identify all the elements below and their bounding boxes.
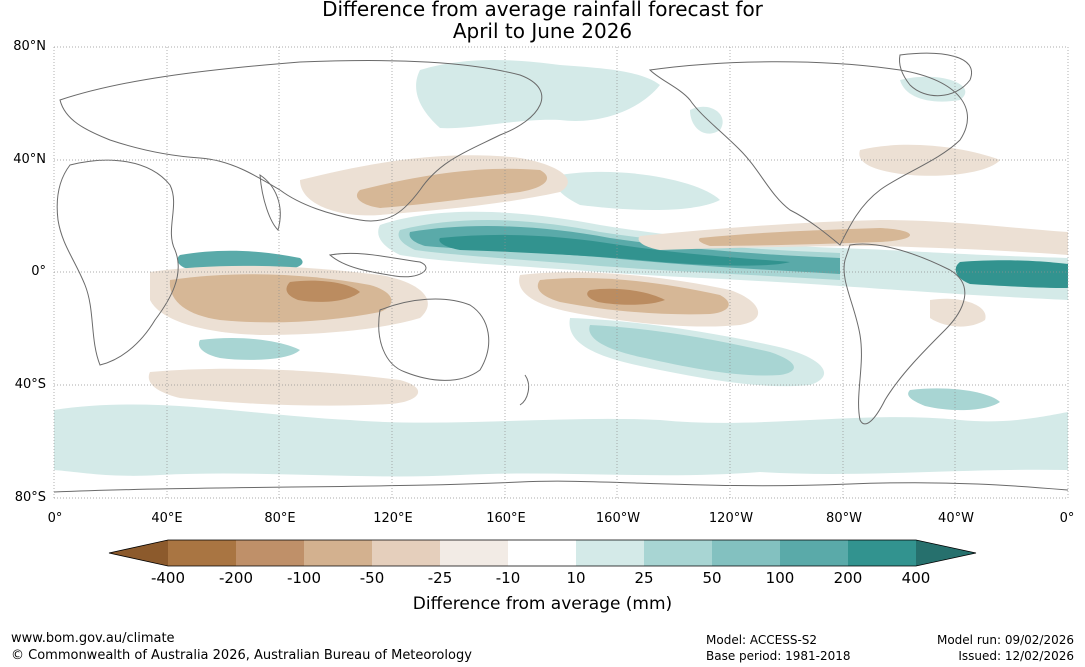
anomaly-teal-light-southern-band [54,404,1068,477]
coastline-greenland [899,52,973,97]
anomaly-teal-darker-equatorial-atlantic [955,260,1068,288]
footer-model: Model: ACCESS-S2 [706,633,818,647]
anomaly-teal-darker-equatorial-pacific [439,234,790,266]
anomaly-brown-light-north-america [859,144,1000,176]
colorbar-tick-label: -25 [427,569,453,587]
colorbar-tick-label: -100 [286,569,322,587]
colorbar-tick-label: 10 [566,569,586,587]
colorbar-tick-label: -50 [359,569,385,587]
anomaly-teal-mid-south-indian-ocean [198,338,300,360]
lon-label-0-right: 0° [1059,511,1075,526]
colorbar-tick-label: -400 [150,569,186,587]
lat-label-40s: 40°S [14,377,46,392]
lat-label-40n: 40°N [13,152,46,167]
colorbar-segment [848,540,916,566]
footer-website-link[interactable]: www.bom.gov.au/climate [11,631,175,646]
colorbar-segment [304,540,372,566]
map-title-line-2: April to June 2026 [452,19,633,43]
anomaly-teal-mid-south-pacific-convergence [589,325,794,376]
colorbar-tick-label: -10 [495,569,521,587]
anomaly-teal-light-arctic [416,60,660,129]
colorbar-extend-low [109,540,168,566]
colorbar-units-label: Difference from average (mm) [412,594,673,614]
coastline-new-zealand [519,374,530,406]
lon-label-160w: 160°W [595,511,641,526]
colorbar-tick-label: -200 [218,569,254,587]
anomaly-teal-light-alaska [690,106,723,134]
colorbar-segment [644,540,712,566]
footer-base-period: Base period: 1981-2018 [706,649,851,663]
lon-label-0: 0° [47,511,63,526]
colorbar-tick-label: 25 [634,569,654,587]
colorbar-segment [236,540,304,566]
lon-label-80w: 80°W [826,511,862,526]
colorbar-tick-label: 50 [702,569,722,587]
colorbar-segment [440,540,508,566]
anomaly-brown-mid-tropical-north-atlantic [698,228,910,246]
lon-label-40w: 40°W [938,511,974,526]
anomaly-brown-light-south-america [930,298,986,327]
coastline-north-america [648,61,968,246]
anomaly-teal-light-north-atlantic [900,76,966,102]
coastline-india [259,174,281,231]
lat-label-80n: 80°N [13,39,46,54]
lat-label-equator: 0° [31,264,46,279]
graticule [53,46,1069,499]
footer-issued: Issued: 12/02/2026 [958,649,1074,663]
colorbar-tick-label: 100 [765,569,795,587]
coastline-eurasia [59,60,543,222]
lon-label-80e: 80°E [264,511,296,526]
coastline-australia [378,298,490,381]
coastline-south-america [843,243,966,425]
anomaly-teal-mid-south-atlantic [908,388,1000,411]
colorbar-segment [576,540,644,566]
lon-label-40e: 40°E [151,511,183,526]
anomaly-brown-dark-indian-ocean [286,280,360,302]
map-title-line-1: Difference from average rainfall forecas… [322,0,763,21]
colorbar-tick-label: 200 [833,569,863,587]
coastlines [53,52,1069,493]
colorbar-segment [780,540,848,566]
lon-label-160e: 160°E [486,511,526,526]
anomaly-brown-dark-south-pacific [587,288,665,305]
footer-model-run: Model run: 09/02/2026 [936,633,1074,647]
anomaly-brown-light-southern-mid-latitudes [148,368,419,406]
lat-label-80s: 80°S [14,490,46,505]
coastline-africa [56,159,179,366]
footer-copyright: © Commonwealth of Australia 2026, Austra… [11,648,472,663]
lon-label-120e: 120°E [373,511,413,526]
colorbar-segment [712,540,780,566]
lon-label-120w: 120°W [708,511,754,526]
coastline-indonesia [328,252,427,278]
colorbar-outline [108,539,977,567]
colorbar-segment [508,540,576,566]
anomaly-brown-mid-north-band [356,168,548,208]
colorbar-extend-high [916,540,976,566]
coastline-antarctica [53,480,1069,493]
colorbar-segment [372,540,440,566]
colorbar-tick-label: 400 [901,569,931,587]
colorbar-segment [168,540,236,566]
anomaly-teal-light-north-pacific [556,171,720,210]
